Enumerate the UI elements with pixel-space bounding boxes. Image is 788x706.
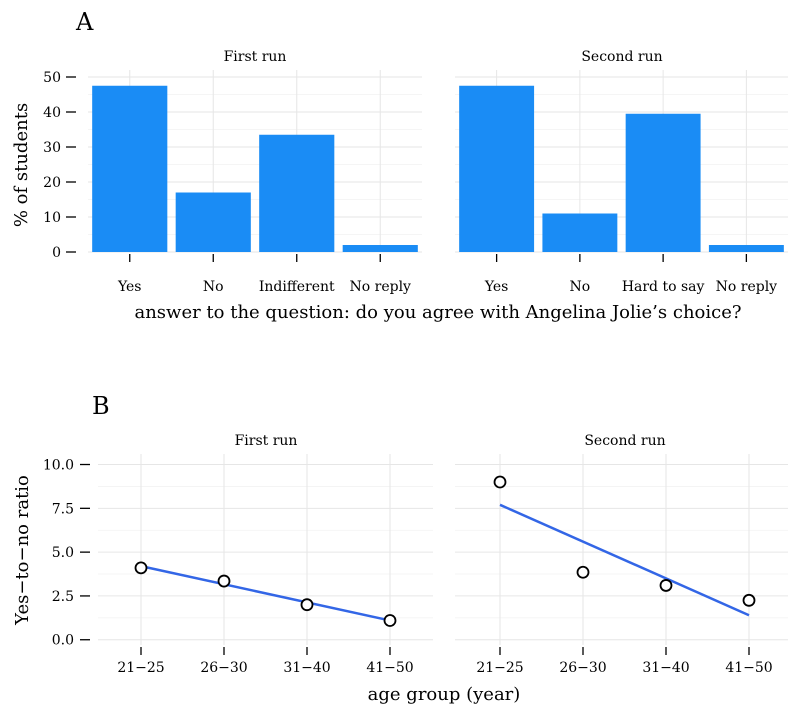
x-tick-label: No reply (350, 279, 412, 295)
panel-a-facet-title-second: Second run (581, 49, 662, 65)
panel-b-trend-lines (140, 503, 750, 622)
x-tick-label: 31−40 (642, 660, 689, 676)
x-tick-label: Yes (484, 279, 509, 295)
data-point (134, 561, 148, 575)
x-tick-label: 41−50 (725, 660, 772, 676)
trend-line (499, 503, 750, 617)
panel-a-x-axis-title: answer to the question: do you agree wit… (134, 302, 741, 323)
x-tick-label: 26−30 (200, 660, 247, 676)
y-tick-label: 50 (43, 70, 61, 86)
panel-b-grid (98, 454, 788, 645)
panel-a-facet-title-first: First run (224, 49, 287, 65)
y-tick-label: 40 (43, 105, 61, 121)
panel-a-y-axis-title: % of students (11, 103, 32, 227)
x-tick-label: 31−40 (283, 660, 330, 676)
bar (708, 245, 784, 252)
panel-b-x-axis: 21−25 26−30 31−40 41−50 21−25 26−30 31−40 41−50 (117, 647, 773, 676)
x-tick-label: 41−50 (366, 660, 413, 676)
x-tick-label: Yes (117, 279, 142, 295)
x-tick-label: 21−25 (117, 660, 164, 676)
trend-line (140, 564, 391, 622)
bar (259, 134, 335, 252)
data-point (576, 565, 590, 579)
x-tick-label: 26−30 (559, 660, 606, 676)
panel-b-facet-title-second: Second run (584, 433, 665, 449)
y-tick-label: 0 (52, 245, 61, 261)
bar (92, 85, 168, 252)
data-point (217, 574, 231, 588)
data-point (659, 579, 673, 592)
data-point (493, 475, 507, 489)
x-tick-label: No (570, 279, 591, 295)
data-point (383, 614, 397, 627)
y-tick-label: 2.5 (52, 589, 74, 605)
y-tick-label: 10.0 (43, 458, 74, 474)
bar (342, 245, 418, 252)
y-tick-label: 10 (43, 210, 61, 226)
data-point (300, 598, 314, 612)
y-tick-label: 20 (43, 175, 61, 191)
panel-a-y-axis: 0 10 20 30 40 50 (43, 70, 76, 261)
ratio-scatter-chart: 0.02.55.07.510.0 21−25 26−30 31−40 41−50 21−… (12, 433, 788, 705)
panel-b-y-axis: 0.0 2.5 5.0 7.5 10.0 (43, 458, 90, 649)
bar (542, 213, 618, 252)
panel-b-facet-title-first: First run (235, 433, 298, 449)
y-tick-label: 30 (43, 140, 61, 156)
answers-bar-chart: 0 10 20 30 40 50 Yes No Indifferent No reply Yes N… (11, 49, 788, 323)
bar (459, 85, 535, 252)
y-tick-label: 7.5 (52, 501, 74, 517)
x-tick-label: No (203, 279, 224, 295)
panel-b-label: B (92, 392, 110, 420)
panel-a-bars (92, 85, 784, 252)
x-tick-label: No reply (716, 279, 778, 295)
y-tick-label: 0.0 (52, 633, 74, 649)
panel-b-x-axis-title: age group (year) (368, 684, 521, 705)
panel-b-points (134, 475, 756, 627)
x-tick-label: Indifferent (259, 279, 335, 295)
x-tick-label: Hard to say (622, 279, 705, 295)
data-point (742, 593, 756, 607)
panel-a-x-axis: Yes No Indifferent No reply Yes No Hard to say… (117, 254, 777, 295)
bar (175, 192, 251, 252)
bar (625, 113, 701, 252)
y-tick-label: 5.0 (52, 545, 74, 561)
x-tick-label: 21−25 (476, 660, 523, 676)
panel-a-label: A (75, 8, 94, 36)
panel-b-y-axis-title: Yes−to−no ratio (12, 475, 33, 626)
